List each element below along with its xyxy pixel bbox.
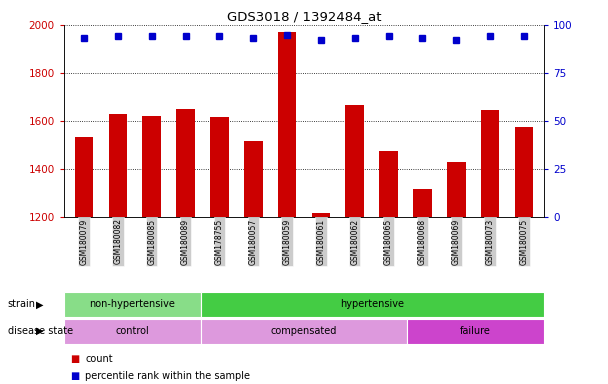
Text: GSM180062: GSM180062 [350, 218, 359, 265]
Text: non-hypertensive: non-hypertensive [89, 299, 175, 310]
Bar [201, 319, 407, 344]
Text: GSM180073: GSM180073 [486, 218, 494, 265]
Bar [312, 214, 330, 384]
Bar [64, 292, 201, 317]
Text: ▶: ▶ [36, 326, 44, 336]
Bar [64, 319, 201, 344]
Text: ■: ■ [70, 371, 79, 381]
Text: ▶: ▶ [36, 299, 44, 310]
Bar [481, 110, 499, 384]
Bar [244, 141, 263, 384]
Text: GSM180082: GSM180082 [114, 218, 122, 265]
Text: GSM180069: GSM180069 [452, 218, 461, 265]
Bar [379, 151, 398, 384]
Bar [514, 127, 533, 384]
Bar [210, 118, 229, 384]
Text: GSM178755: GSM178755 [215, 218, 224, 265]
Text: ■: ■ [70, 354, 79, 364]
Text: hypertensive: hypertensive [340, 299, 404, 310]
Text: GSM180061: GSM180061 [316, 218, 325, 265]
Text: compensated: compensated [271, 326, 337, 336]
Text: GSM180059: GSM180059 [283, 218, 292, 265]
Bar [75, 137, 94, 384]
Text: disease state: disease state [8, 326, 73, 336]
Text: count: count [85, 354, 112, 364]
Bar [142, 116, 161, 384]
Bar [278, 32, 296, 384]
Text: strain: strain [8, 299, 36, 310]
Bar [345, 105, 364, 384]
Text: control: control [116, 326, 150, 336]
Text: GSM180065: GSM180065 [384, 218, 393, 265]
Bar [407, 319, 544, 344]
Text: GSM180075: GSM180075 [519, 218, 528, 265]
Text: percentile rank within the sample: percentile rank within the sample [85, 371, 250, 381]
Text: GSM180089: GSM180089 [181, 218, 190, 265]
Text: failure: failure [460, 326, 491, 336]
Bar [176, 109, 195, 384]
Bar [447, 162, 466, 384]
Bar [201, 292, 544, 317]
Bar [109, 114, 127, 384]
Text: GSM180079: GSM180079 [80, 218, 89, 265]
Bar [413, 189, 432, 384]
Text: GDS3018 / 1392484_at: GDS3018 / 1392484_at [227, 10, 381, 23]
Text: GSM180057: GSM180057 [249, 218, 258, 265]
Text: GSM180068: GSM180068 [418, 218, 427, 265]
Text: GSM180085: GSM180085 [147, 218, 156, 265]
